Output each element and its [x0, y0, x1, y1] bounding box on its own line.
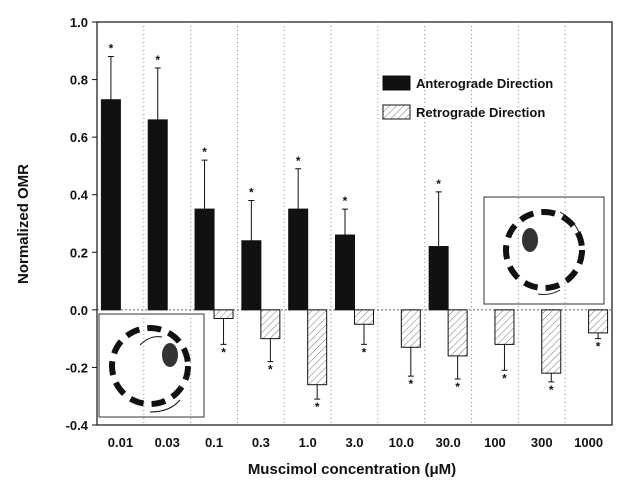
significance-mark: *: [268, 363, 273, 377]
error-bar: [501, 344, 508, 371]
x-tick-label: 1.0: [299, 435, 317, 450]
inset-left: [98, 313, 205, 418]
significance-mark: *: [455, 380, 460, 394]
significance-mark: *: [436, 177, 441, 191]
legend-swatch: [382, 75, 411, 91]
significance-mark: *: [202, 145, 207, 159]
error-bar: [295, 168, 302, 210]
y-tick-label: -0.4: [66, 418, 89, 433]
significance-mark: *: [502, 371, 507, 385]
bar: [241, 240, 262, 311]
x-tick-label: 1000: [574, 435, 603, 450]
y-tick-label: 0.2: [70, 245, 88, 260]
bar: [494, 309, 515, 345]
error-bar: [548, 373, 555, 383]
x-tick-label: 30.0: [435, 435, 460, 450]
plot-frame: [96, 21, 613, 426]
y-tick-label: 0.6: [70, 130, 88, 145]
x-axis-label: Muscimol concentration (μM): [248, 461, 456, 478]
error-bar: [154, 67, 161, 120]
y-tick-label: -0.2: [66, 360, 88, 375]
bar: [588, 309, 609, 334]
error-bar: [107, 56, 114, 100]
y-tick-label: 0.8: [70, 73, 88, 88]
significance-mark: *: [221, 345, 226, 359]
bar: [354, 309, 374, 325]
significance-mark: *: [315, 400, 320, 414]
bar: [307, 309, 328, 386]
x-tick-label: 3.0: [345, 435, 363, 450]
significance-mark: *: [596, 340, 601, 354]
bar: [400, 309, 421, 348]
bar: [288, 208, 309, 311]
error-bar: [342, 208, 348, 236]
significance-mark: *: [362, 345, 367, 359]
bar: [428, 246, 449, 311]
x-tick-label: 0.03: [155, 435, 180, 450]
error-bar: [361, 324, 367, 345]
significance-mark: *: [549, 383, 554, 397]
y-axis-label: Normalized OMR: [15, 164, 32, 284]
y-tick-label: 0.0: [70, 303, 88, 318]
x-tick-label: 10.0: [389, 435, 414, 450]
error-bar: [407, 347, 414, 377]
bar: [213, 309, 234, 319]
x-tick-label: 100: [484, 435, 506, 450]
y-tick-label: 1.0: [70, 15, 88, 30]
bar: [335, 234, 355, 311]
bar: [260, 309, 281, 340]
legend-label: Retrograde Direction: [416, 105, 545, 120]
legend-swatch: [382, 104, 411, 120]
error-bar: [454, 355, 461, 380]
error-bar: [248, 199, 255, 241]
significance-mark: *: [155, 53, 160, 67]
x-tick-label: 0.01: [108, 435, 133, 450]
error-bar: [267, 338, 274, 363]
error-bar: [595, 332, 602, 340]
bar: [447, 309, 468, 357]
bar: [194, 208, 215, 311]
bar: [541, 309, 562, 374]
bar: [147, 119, 168, 311]
legend-label: Anterograde Direction: [416, 76, 553, 91]
bar: [100, 99, 121, 311]
error-bar: [314, 384, 321, 400]
significance-mark: *: [249, 185, 254, 199]
x-tick-label: 0.3: [252, 435, 270, 450]
error-bar: [201, 159, 208, 210]
significance-mark: *: [109, 42, 114, 56]
x-tick-label: 300: [531, 435, 553, 450]
x-tick-label: 0.1: [205, 435, 223, 450]
significance-mark: *: [408, 377, 413, 391]
significance-mark: *: [343, 194, 348, 208]
error-bar: [435, 191, 442, 247]
y-tick-label: 0.4: [70, 188, 89, 203]
error-bar: [220, 318, 227, 345]
inset-right: [483, 196, 605, 305]
significance-mark: *: [296, 154, 301, 168]
